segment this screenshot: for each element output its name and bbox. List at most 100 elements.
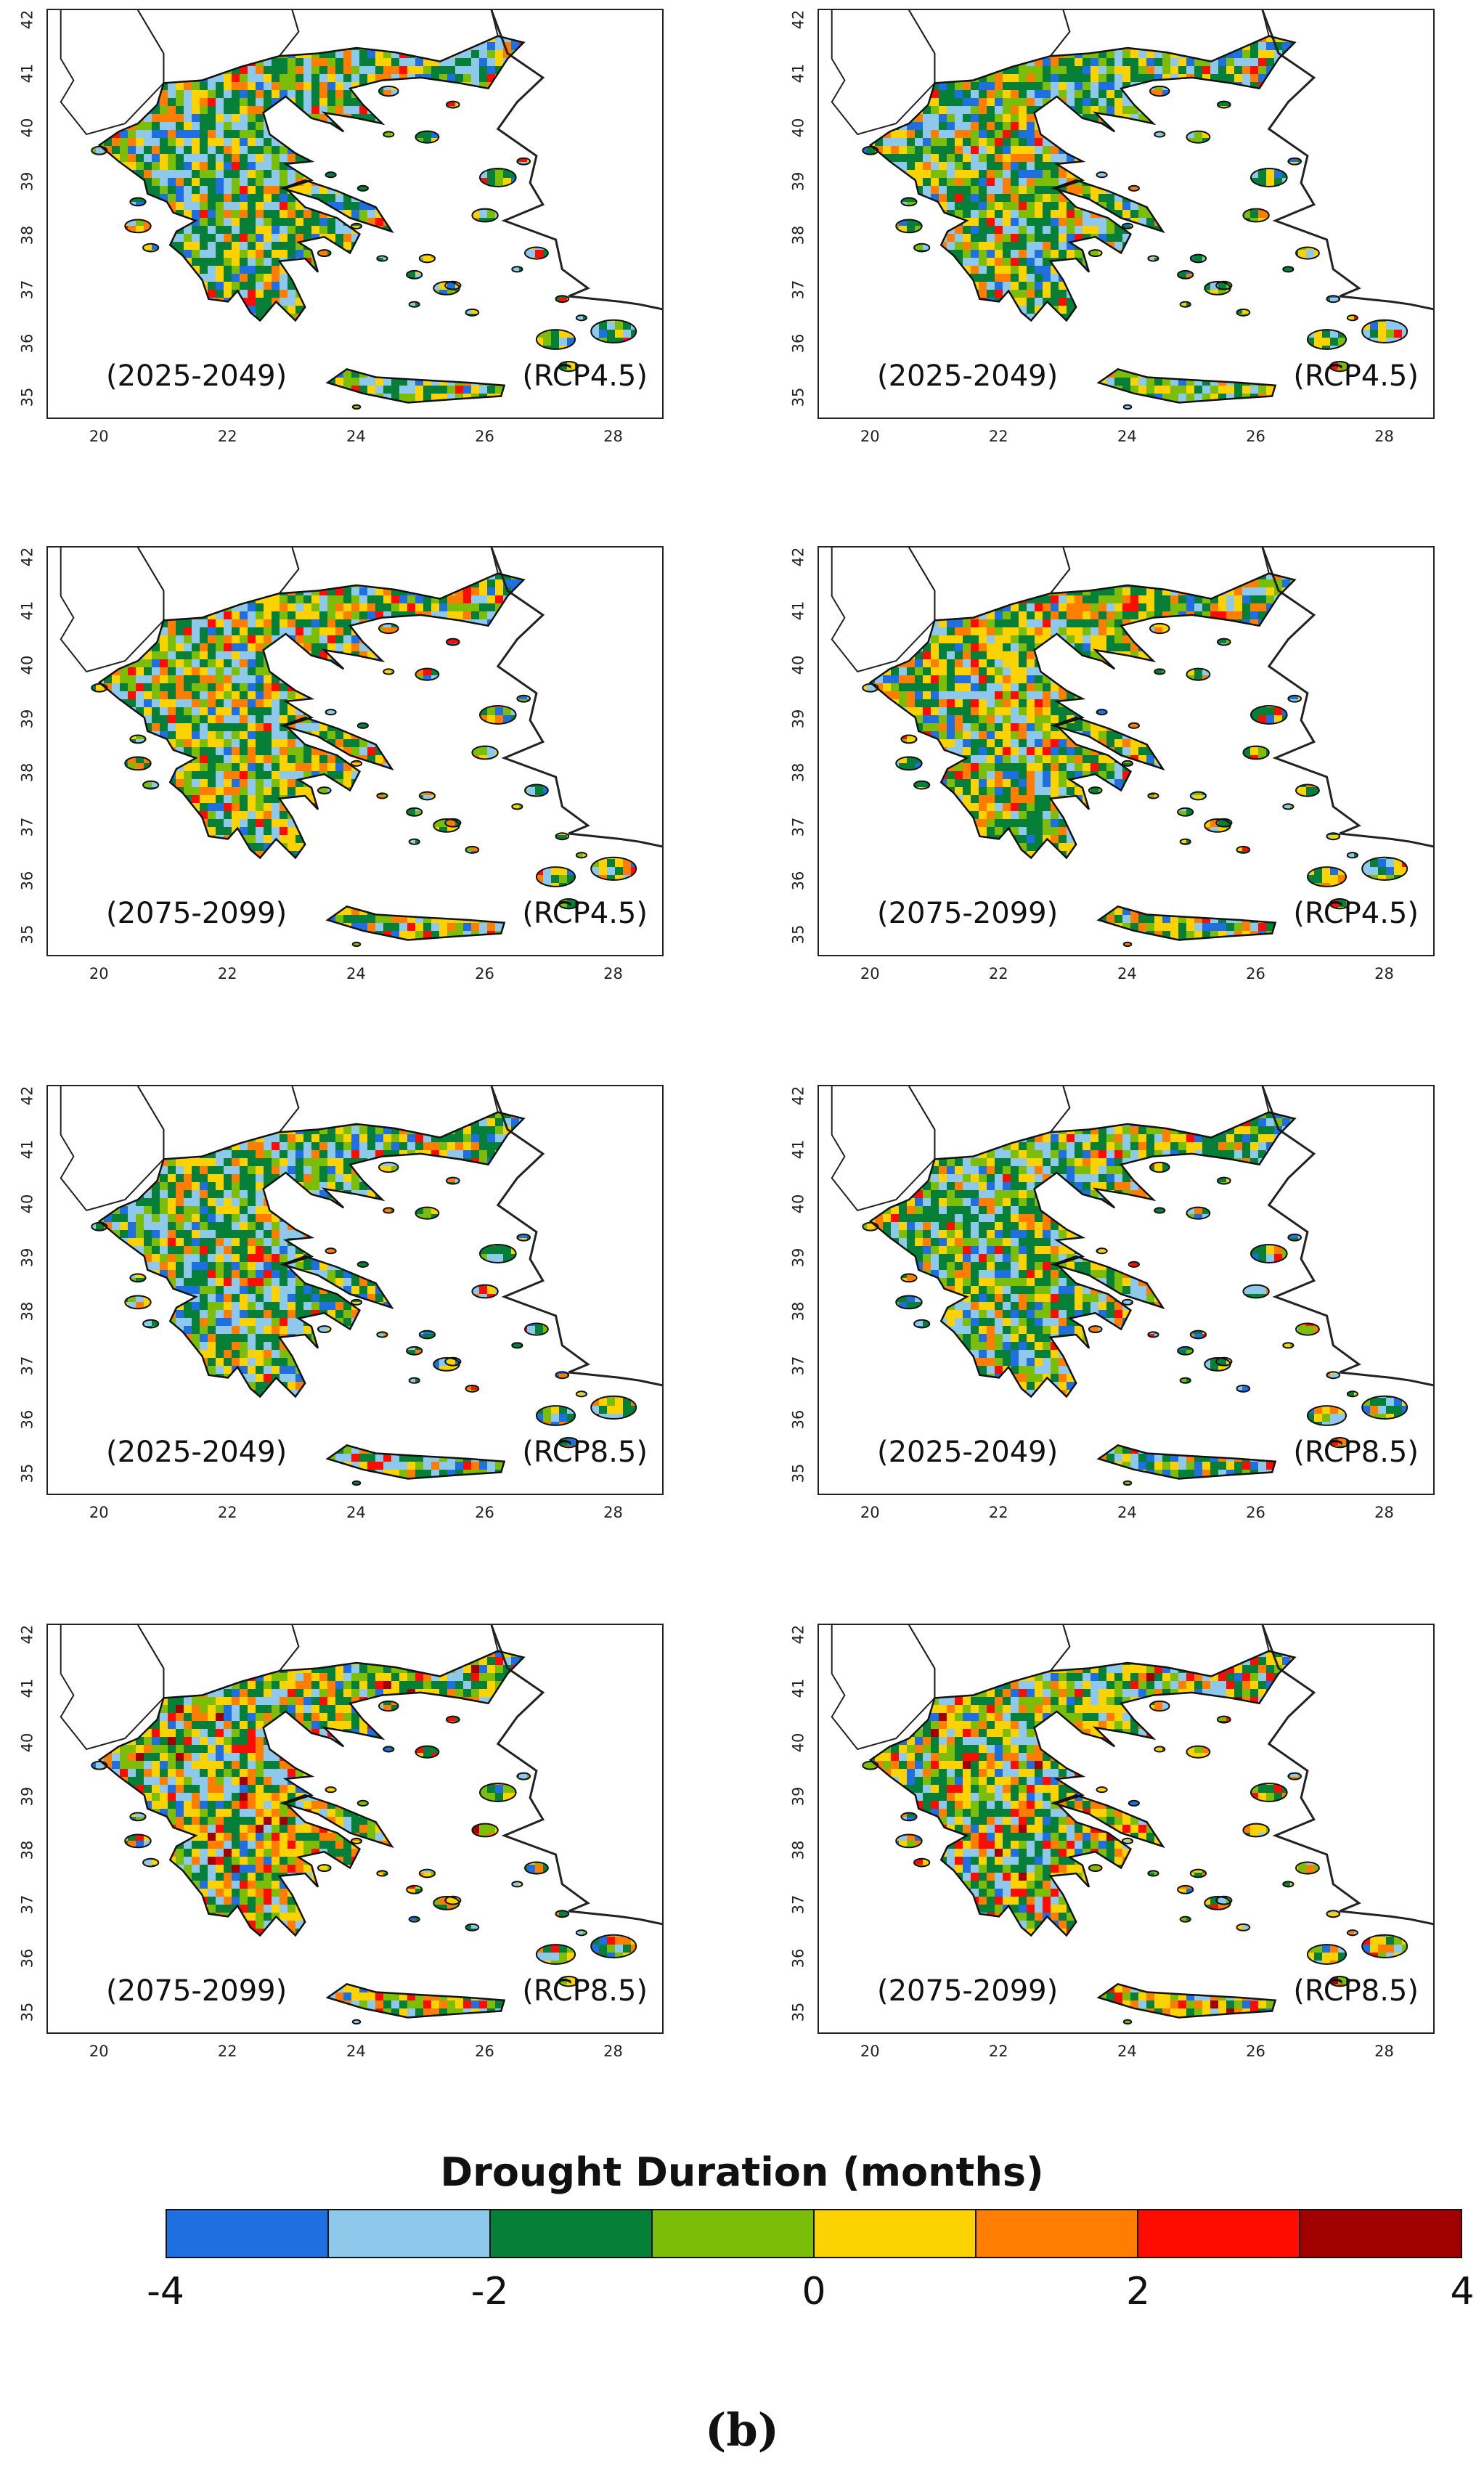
y-tick-label: 37 [789, 280, 807, 299]
map-plot-area: (2025-2049) (RCP8.5) [46, 1085, 664, 1495]
island-outline [1121, 760, 1134, 767]
greece-coastline [280, 1794, 394, 1849]
map-panel: (2075-2099) (RCP4.5) 20 22 24 26 28 35 36 37 38 39 4… [789, 546, 1464, 1000]
island-outline [91, 1760, 108, 1770]
greece-coastline [1096, 1444, 1277, 1480]
drought-field [863, 36, 1408, 410]
drought-field [863, 1650, 1408, 2024]
map-plot-area: (2025-2049) (RCP8.5) [818, 1085, 1435, 1495]
island-outline [1189, 791, 1207, 801]
colorbar [166, 2209, 1462, 2258]
y-tick-label: 39 [18, 709, 36, 729]
island-outline [1346, 314, 1358, 322]
island-outline [1282, 1881, 1295, 1888]
island-outline [378, 1161, 399, 1173]
island-outline [479, 704, 517, 725]
island-outline [1096, 1786, 1108, 1794]
y-tick-label: 42 [18, 547, 36, 566]
island-outline [900, 734, 918, 744]
island-outline [1121, 1837, 1134, 1844]
map-plot-area: (2075-2099) (RCP8.5) [46, 1624, 664, 2034]
map-panel: (2025-2049) (RCP4.5) 20 22 24 26 28 35 36 37 38 39 4… [789, 9, 1464, 463]
island-outline [1287, 694, 1302, 703]
island-outline [356, 722, 369, 729]
greece-coastline [1096, 368, 1277, 404]
island-outline [1282, 803, 1295, 810]
island-outline [1149, 622, 1170, 635]
island-outline [1326, 1371, 1341, 1380]
legend-title: Drought Duration (months) [0, 2149, 1484, 2195]
y-tick-label: 42 [789, 9, 807, 29]
island-outline [142, 1319, 160, 1329]
island-outline [913, 243, 931, 253]
island-outline [471, 1284, 499, 1299]
y-tick-label: 38 [18, 1302, 36, 1322]
island-outline [1216, 638, 1231, 646]
island-outline [325, 171, 337, 179]
y-tick-label: 37 [18, 1356, 36, 1375]
y-tick-label: 41 [789, 64, 807, 84]
island-outline [418, 1330, 436, 1340]
turkey-coastline [490, 10, 662, 311]
map-panel: (2025-2049) (RCP8.5) 20 22 24 26 28 35 36 37 38 39 4… [789, 1085, 1464, 1539]
y-tick-label: 39 [18, 172, 36, 192]
greece-map [60, 1625, 662, 2025]
island-outline [378, 1700, 399, 1712]
y-tick-label: 37 [18, 280, 36, 299]
colorbar-bin [815, 2210, 977, 2257]
island-outline [129, 734, 147, 744]
island-outline [535, 329, 576, 350]
island-outline [350, 1837, 363, 1844]
y-tick-label: 36 [789, 1949, 807, 1969]
turkey-coastline [490, 547, 662, 848]
island-outline [1186, 1745, 1211, 1759]
x-tick-label: 28 [1374, 2043, 1394, 2060]
greece-coastline [280, 1255, 394, 1310]
island-outline [535, 866, 576, 887]
island-outline [1306, 1944, 1348, 1965]
greece-coastline [1051, 1255, 1165, 1310]
island-outline [1250, 1243, 1288, 1263]
drought-field [91, 1650, 637, 2024]
map-panel: (2025-2049) (RCP8.5) 20 22 24 26 28 35 36 37 38 39 4… [18, 1085, 693, 1539]
island-outline [444, 280, 462, 290]
x-tick-label: 22 [218, 428, 237, 445]
island-outline [1282, 1342, 1295, 1349]
island-outline [1287, 1233, 1302, 1242]
drought-field [91, 573, 637, 947]
island-outline [376, 792, 388, 799]
island-outline [351, 404, 362, 410]
island-outline [415, 1745, 440, 1759]
island-outline [1250, 704, 1288, 725]
map-plot-area: (2075-2099) (RCP4.5) [46, 546, 664, 956]
island-outline [142, 780, 160, 790]
colorbar-bin [977, 2210, 1138, 2257]
x-tick-label: 20 [89, 1504, 109, 1521]
island-outline [142, 243, 160, 253]
y-tick-label: 42 [789, 1624, 807, 1644]
island-outline [535, 1405, 576, 1426]
island-outline [1154, 1207, 1166, 1214]
island-outline [356, 184, 369, 192]
island-outline [1179, 1916, 1191, 1923]
island-outline [1149, 1700, 1170, 1712]
island-outline [465, 1923, 480, 1931]
drought-field [91, 1112, 637, 1486]
map-panel: (2075-2099) (RCP8.5) 20 22 24 26 28 35 36 37 38 39 4… [789, 1624, 1464, 2077]
island-outline [1128, 1261, 1140, 1268]
x-tick-label: 22 [218, 2043, 237, 2060]
island-outline [590, 1934, 637, 1958]
island-outline [1236, 1384, 1251, 1393]
island-outline [378, 622, 399, 635]
island-outline [383, 1746, 395, 1753]
island-outline [511, 1881, 523, 1888]
island-outline [1236, 1923, 1251, 1931]
y-tick-label: 38 [18, 1841, 36, 1860]
y-tick-label: 39 [789, 172, 807, 192]
turkey-coastline [490, 1625, 662, 1926]
y-tick-label: 42 [18, 9, 36, 29]
island-outline [325, 1247, 337, 1255]
island-outline [1147, 1870, 1159, 1877]
y-tick-label: 39 [789, 1248, 807, 1268]
x-tick-label: 24 [346, 1504, 366, 1521]
